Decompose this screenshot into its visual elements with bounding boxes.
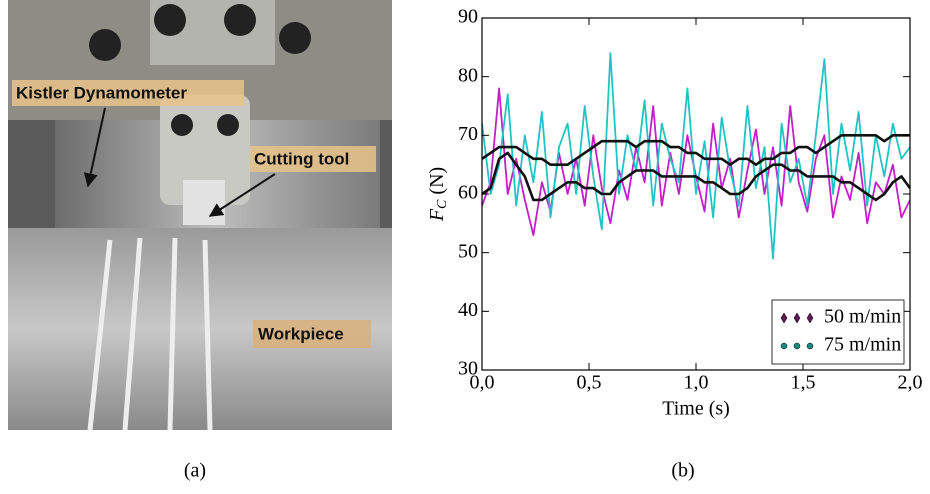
label-box xyxy=(250,146,376,172)
workpiece-grooves xyxy=(87,237,213,431)
legend-label: 75 m/min xyxy=(824,334,901,356)
x-tick-label: 0,0 xyxy=(470,372,495,394)
caption: (a) xyxy=(184,460,206,482)
photo: Kistler Dynamometer Cutting tool Workpie… xyxy=(8,0,392,431)
label-box xyxy=(253,320,371,348)
average-line xyxy=(481,151,912,202)
bolt xyxy=(154,4,186,36)
plot: 30 40 50 60 70 80 90 0,0 0,5 1,0 1,5 2,0 50 m/min 75 … xyxy=(458,6,923,394)
legend-marker xyxy=(806,342,814,350)
arrow xyxy=(208,173,276,217)
legend-marker xyxy=(780,312,788,324)
y-tick-label: 70 xyxy=(458,123,478,145)
cutting-insert xyxy=(183,180,225,225)
legend-marker xyxy=(793,342,801,350)
arrow xyxy=(83,107,106,188)
x-tick-label: 0,5 xyxy=(577,372,602,394)
bolt xyxy=(171,114,193,136)
bolt xyxy=(224,4,256,36)
y-tick-label: 40 xyxy=(458,299,478,321)
photo-label: Kistler Dynamometer xyxy=(16,83,187,102)
y-tick-label: 60 xyxy=(458,182,478,204)
label-box xyxy=(12,80,244,106)
data-line xyxy=(481,52,911,260)
y-label-sub: C xyxy=(435,199,450,209)
x-tick-label: 2,0 xyxy=(898,372,923,394)
y-tick-label: 90 xyxy=(458,6,478,28)
photo-label: Workpiece xyxy=(258,324,344,343)
bolt xyxy=(89,29,121,61)
x-axis-label: Time (s) xyxy=(662,398,730,420)
average-line xyxy=(481,134,910,166)
bolt xyxy=(279,22,311,54)
legend-marker xyxy=(793,312,801,324)
legend-box xyxy=(771,299,905,365)
y-axis-label: FC (N) xyxy=(426,167,451,222)
y-tick-label: 50 xyxy=(458,240,478,262)
y-tick-label: 80 xyxy=(458,64,478,86)
bolt xyxy=(217,114,239,136)
y-label-main: F xyxy=(426,208,448,222)
legend-marker xyxy=(780,342,788,350)
photo-label: Cutting tool xyxy=(254,149,349,168)
x-tick-label: 1,0 xyxy=(684,372,709,394)
y-label-unit: (N) xyxy=(426,167,448,195)
x-tick-label: 1,5 xyxy=(791,372,816,394)
legend-marker xyxy=(806,312,814,324)
caption: (b) xyxy=(671,460,694,482)
legend-label: 50 m/min xyxy=(824,306,901,328)
y-tick-label: 30 xyxy=(458,358,478,380)
